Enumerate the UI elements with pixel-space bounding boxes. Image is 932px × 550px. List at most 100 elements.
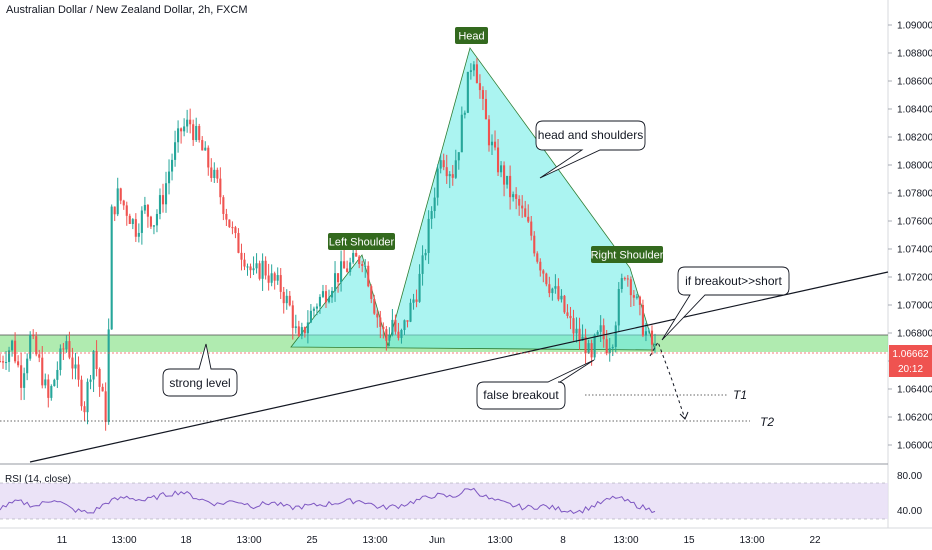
candle-body xyxy=(204,147,207,151)
candle-body xyxy=(59,348,62,370)
candle-body xyxy=(409,302,412,322)
false-breakout-callout-text: false breakout xyxy=(483,388,559,402)
breakout-callout-text: if breakout>>short xyxy=(685,274,782,288)
candle-body xyxy=(343,261,346,269)
left-shoulder-label: Left Shoulder xyxy=(329,237,395,249)
projected-arrowhead xyxy=(679,411,689,420)
candle-body xyxy=(620,278,623,290)
candle-body xyxy=(29,334,32,359)
breakout-callout[interactable] xyxy=(661,266,790,341)
right-shoulder-label: Right Shoulder xyxy=(591,250,664,262)
candle-body xyxy=(503,165,506,185)
price-tick-label: 1.07600 xyxy=(897,217,932,228)
candle-body xyxy=(0,361,2,362)
candle-body xyxy=(95,351,98,369)
candle-body xyxy=(195,126,198,141)
candle-body xyxy=(318,296,322,307)
candle-body xyxy=(333,273,337,291)
candle-body xyxy=(346,268,349,272)
candle-body xyxy=(472,64,475,71)
candle-body xyxy=(566,312,569,316)
rsi-line[interactable] xyxy=(0,487,656,515)
candle-body xyxy=(4,362,8,364)
candle-body xyxy=(47,379,50,398)
candle-body xyxy=(192,124,195,141)
candle-body xyxy=(602,325,605,340)
candle-body xyxy=(608,348,611,354)
candle-body xyxy=(134,219,137,237)
candle-body xyxy=(77,364,80,380)
rsi-label: RSI (14, close) xyxy=(5,474,71,485)
candle-body xyxy=(518,198,521,206)
candle-body xyxy=(593,334,596,358)
candle-body xyxy=(373,298,376,314)
candle-body xyxy=(273,273,276,281)
rsi-band xyxy=(0,483,888,519)
candle-body xyxy=(400,329,403,338)
candle-body xyxy=(189,119,192,125)
candle-body xyxy=(457,152,460,161)
candle-body xyxy=(430,211,433,219)
candle-body xyxy=(7,350,11,363)
right-shoulder-label-box[interactable] xyxy=(591,246,663,263)
candle-body xyxy=(364,265,367,267)
candle-body xyxy=(158,195,162,214)
candle-body xyxy=(460,114,463,153)
candle-body xyxy=(641,304,644,336)
ascending-trendline[interactable] xyxy=(29,271,889,463)
time-tick-label: 13:00 xyxy=(362,535,387,546)
candle-body xyxy=(32,334,35,337)
candle-body xyxy=(454,160,457,178)
candle-body xyxy=(62,348,65,350)
candle-body xyxy=(487,119,491,146)
last-price-tag[interactable] xyxy=(889,345,932,377)
candle-body xyxy=(397,331,400,338)
head-label-box[interactable] xyxy=(455,27,488,44)
candle-body xyxy=(300,327,303,337)
time-tick-label: 13:00 xyxy=(236,535,261,546)
candle-body xyxy=(321,291,325,297)
candle-body xyxy=(17,361,20,366)
pattern-callout[interactable] xyxy=(535,120,646,179)
candle-body xyxy=(572,318,575,334)
candle-body xyxy=(183,126,186,132)
candle-body xyxy=(394,319,397,332)
target-2-label: T2 xyxy=(760,415,774,429)
left-shoulder-label-box[interactable] xyxy=(328,233,395,250)
candle-body xyxy=(587,343,590,354)
candle-body xyxy=(249,266,252,271)
candle-body xyxy=(252,268,255,271)
candle-body xyxy=(240,252,243,260)
candle-body xyxy=(86,381,89,413)
candle-body xyxy=(358,256,361,265)
time-axis[interactable]: 11 13:00 18 13:00 25 13:00 Jun 13:00 8 13:00 15 13:… xyxy=(57,535,821,546)
candle-body xyxy=(164,183,168,205)
candle-body xyxy=(635,296,638,298)
candle-body xyxy=(626,278,629,280)
candle-body xyxy=(521,205,524,209)
candle-body xyxy=(143,204,146,211)
target-1-label: T1 xyxy=(733,388,747,402)
candle-body xyxy=(309,310,312,323)
rsi-tick-80: 80.00 xyxy=(897,471,922,482)
candle-body xyxy=(509,175,512,198)
candle-body xyxy=(611,346,614,349)
candle-body xyxy=(291,305,294,328)
candle-body xyxy=(439,160,442,169)
candle-body xyxy=(475,64,478,84)
candle-body xyxy=(128,215,131,225)
candle-body xyxy=(436,168,439,198)
price-tick-label: 1.08400 xyxy=(897,105,932,116)
false-breakout-callout[interactable] xyxy=(476,359,595,410)
candle-body xyxy=(542,270,545,274)
candle-body xyxy=(297,326,300,337)
price-tick-label: 1.08200 xyxy=(897,133,932,144)
candle-body xyxy=(647,330,651,332)
candle-body xyxy=(258,263,261,279)
candle-body xyxy=(140,210,143,233)
candle-body xyxy=(463,112,466,115)
time-tick-label: 11 xyxy=(57,535,68,546)
strong-level-callout[interactable] xyxy=(162,343,238,397)
price-tick-label: 1.06200 xyxy=(897,413,932,424)
